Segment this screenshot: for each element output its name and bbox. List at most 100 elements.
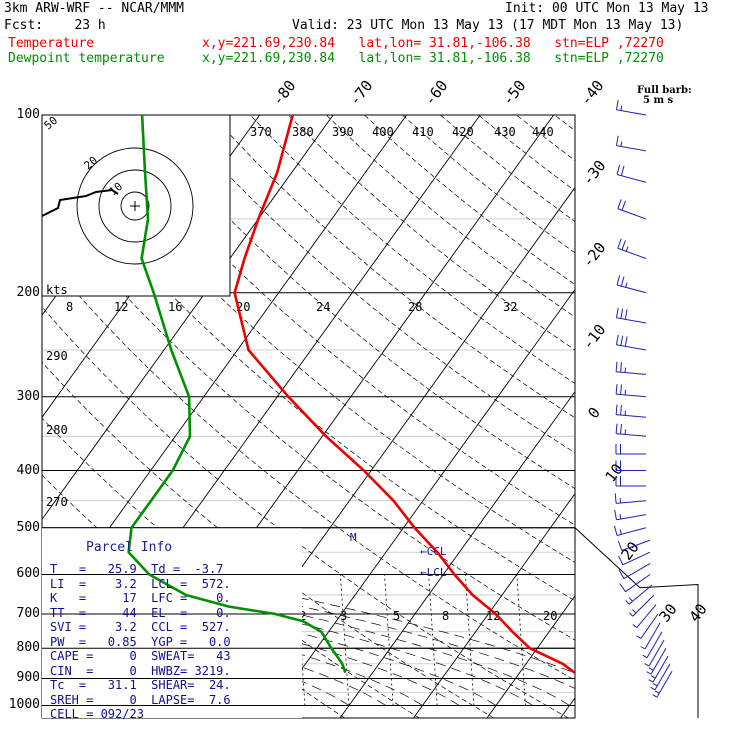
parcel-info-row: CIN = 0 HWBZ= 3219.: [50, 663, 231, 678]
hodograph-axis-label: 24: [316, 300, 330, 314]
hodograph-unit-label: kts: [46, 283, 68, 297]
isotherm-line: [560, 697, 575, 718]
mixing-ratio-line: [464, 574, 475, 706]
pressure-label: 700: [16, 606, 40, 622]
pressure-label: 400: [16, 462, 40, 478]
isotherm-label: -20: [579, 239, 610, 271]
hodograph-ring: [98, 169, 172, 243]
mixing-ratio-line: [428, 574, 438, 706]
pressure-label: 1000: [8, 697, 40, 713]
dry-adiabat-line: [173, 115, 575, 454]
parcel-info-title: Parcel Info: [86, 540, 173, 555]
barb-region-edge: [574, 527, 699, 718]
hodograph-trace: [41, 188, 119, 217]
isotherm-line: [634, 115, 740, 718]
wind-barb: [615, 384, 647, 398]
dry-adiabat-line: [478, 115, 575, 192]
temperature-profile: [233, 114, 576, 674]
wind-barb: [615, 334, 647, 351]
dry-adiabat-line: [249, 115, 575, 384]
pressure-label: 800: [16, 640, 40, 656]
height-label: 270: [46, 495, 68, 509]
isotherm-label: 30: [655, 600, 680, 625]
wind-barb: [632, 604, 657, 629]
dry-adiabat-line: [554, 115, 575, 132]
wind-barb: [628, 594, 655, 617]
dewpoint-location: x,y=221.69,230.84 lat,lon= 31.81,-106.38…: [202, 51, 664, 66]
pressure-label: 100: [16, 107, 40, 122]
isotherm-label: -30: [579, 157, 610, 189]
wind-barb: [615, 307, 647, 324]
mixing-ratio-label: 20: [543, 609, 557, 623]
parcel-info-row: PW = 0.85 YGP = 0.0: [50, 634, 231, 649]
wind-barb: [646, 648, 667, 675]
isotherm-label: -10: [579, 321, 610, 353]
wind-barb: [625, 584, 653, 605]
moist-adiabat-line: [42, 566, 575, 689]
wind-barb: [615, 404, 647, 418]
wind-barb: [618, 563, 651, 580]
dewpoint-legend: Dewpoint temperature: [8, 51, 165, 66]
parcel-info-row: Tc = 31.1 SHEAR= 24.: [50, 678, 231, 692]
wind-barb: [617, 199, 647, 220]
hodograph-ring: [120, 191, 150, 221]
moist-adiabat-line: [42, 579, 533, 706]
wind-barb: [648, 655, 669, 683]
dry-adiabat-line: [288, 115, 575, 351]
barb-legend-title: Full barb:: [637, 85, 692, 96]
mixing-ratio-label: 12: [486, 609, 500, 623]
height-label: 290: [46, 349, 68, 363]
wind-barb: [615, 423, 647, 437]
pressure-label: 500: [16, 519, 40, 535]
dry-adiabat-line: [42, 197, 575, 641]
wind-barb: [615, 361, 647, 375]
wind-barb: [650, 663, 671, 691]
init-time: Init: 00 UTC Mon 13 May 13: [505, 1, 709, 16]
height-label: 280: [46, 423, 68, 437]
mixing-ratio-label: 5: [393, 609, 400, 623]
pressure-label: 200: [16, 284, 40, 300]
wind-barb: [615, 99, 647, 116]
wind-barb: [642, 631, 663, 659]
dry-adiabat-line: [42, 251, 575, 681]
parcel-info-row: SREH = 0 LAPSE= 7.6: [50, 692, 231, 707]
wind-barb: [615, 460, 646, 472]
hodograph-axis-label: 16: [168, 300, 182, 314]
pressure-label: 600: [16, 566, 40, 582]
parcel-info-background: [42, 527, 302, 718]
moist-adiabat-line: [42, 593, 460, 706]
isotherm-label: 10: [601, 460, 626, 485]
isotherm-label: 0: [584, 404, 604, 422]
moist-adiabat-line: [42, 586, 497, 706]
dry-adiabat-line: [42, 306, 569, 718]
wind-barb: [636, 613, 659, 640]
isotherm-label: -80: [269, 77, 300, 109]
wind-barb: [618, 551, 651, 566]
hodograph-ring: [76, 147, 194, 265]
plot-frame: [41, 114, 576, 719]
hodograph-axis-label: 28: [408, 300, 422, 314]
dry-adiabat-line: [516, 115, 575, 162]
theta-e-label: 400: [372, 125, 394, 139]
mixing-ratio-label: 8: [442, 609, 449, 623]
isotherm-line: [266, 288, 575, 718]
barb-legend-unit: 5 m s: [643, 95, 674, 106]
isotherm-label: -50: [499, 77, 530, 109]
mixing-ratio-line: [340, 574, 350, 706]
wind-barb: [616, 164, 647, 183]
model-title: 3km ARW-WRF -- NCAR/MMM: [4, 1, 185, 16]
dry-adiabat-line: [402, 115, 575, 254]
mixing-ratio-line: [384, 574, 394, 706]
hodograph-axis-label: 12: [114, 300, 128, 314]
mixing-ratio-label: 2: [299, 609, 306, 623]
isotherm-line: [0, 115, 39, 718]
m-annotation: M: [350, 531, 357, 544]
forecast-hour: Fcst: 23 h: [4, 18, 106, 33]
wind-barb: [614, 493, 647, 504]
wind-barb: [615, 443, 646, 455]
wind-barb: [640, 622, 661, 650]
isotherm-label: -40: [577, 77, 608, 109]
mixing-ratio-label: 3: [340, 609, 347, 623]
